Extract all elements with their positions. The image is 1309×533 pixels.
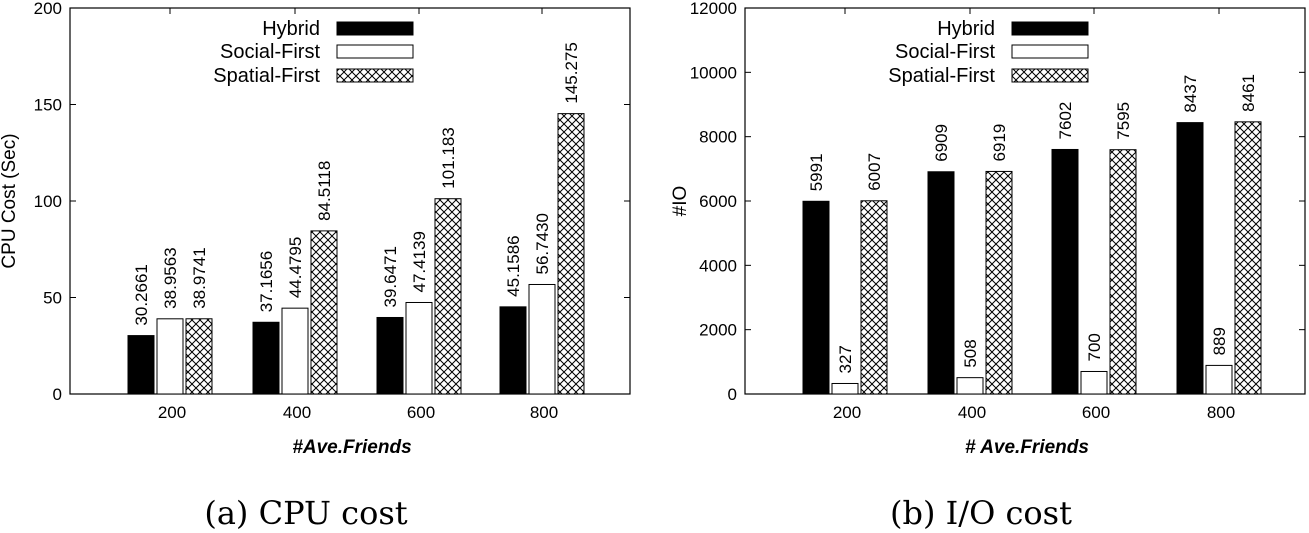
bar-value-label: 5991	[807, 153, 826, 191]
bar-hybrid-400	[927, 171, 955, 395]
legend-swatch-social-first	[336, 44, 414, 59]
y-tick-label: 6000	[699, 192, 737, 211]
bar-spatial-first-200	[860, 200, 888, 395]
bar-value-label: 7602	[1056, 102, 1075, 140]
legend-label: Social-First	[895, 41, 995, 63]
legend-label: Spatial-First	[213, 65, 320, 87]
bar-social-first-200	[831, 382, 859, 395]
bar-hybrid-800	[499, 306, 527, 395]
legend-swatch-social-first	[1011, 44, 1089, 59]
bar-hybrid-200	[802, 200, 830, 395]
bar-value-label: 37.1656	[257, 251, 276, 312]
bar-value-label: 101.183	[439, 127, 458, 188]
bar-spatial-first-400	[985, 170, 1013, 395]
bar-value-label: 30.2661	[132, 264, 151, 325]
bar-social-first-800	[528, 283, 556, 395]
bar-hybrid-800	[1176, 122, 1204, 395]
bar-social-first-600	[405, 301, 433, 395]
bar-social-first-600	[1080, 370, 1108, 395]
y-tick-label: 8000	[699, 128, 737, 147]
bar-value-label: 6007	[865, 153, 884, 191]
x-tick-label: 400	[283, 403, 311, 422]
y-axis-label: CPU Cost (Sec)	[0, 133, 20, 268]
legend-swatch-hybrid	[336, 21, 414, 36]
y-tick-label: 200	[34, 0, 62, 18]
y-tick-label: 12000	[690, 0, 737, 18]
bar-hybrid-600	[376, 316, 404, 395]
y-tick-label: 0	[728, 385, 737, 404]
x-tick-label: 600	[407, 403, 435, 422]
cpu-cost-chart: 0 50 100 150 200 200 400 600 800 30.2661 37.1656 39…	[0, 0, 631, 532]
bar-spatial-first-800	[557, 113, 585, 395]
bar-spatial-first-800	[1234, 121, 1262, 395]
x-axis-label: # Ave.Friends	[965, 437, 1089, 458]
bar-social-first-400	[956, 377, 984, 395]
bar-value-label: 145.275	[562, 42, 581, 103]
bar-spatial-first-200	[185, 318, 213, 395]
y-tick-label: 4000	[699, 256, 737, 275]
legend-swatch-hybrid	[1011, 21, 1089, 36]
bar-value-label: 889	[1210, 327, 1229, 355]
bar-social-first-400	[281, 307, 309, 395]
bar-value-label: 38.9563	[161, 247, 180, 308]
bar-value-label: 7595	[1114, 102, 1133, 140]
y-tick-label: 150	[34, 96, 62, 115]
x-tick-label: 200	[833, 403, 861, 422]
bar-value-label: 45.1586	[504, 235, 523, 296]
y-tick-label: 10000	[690, 63, 737, 82]
bar-value-label: 47.4139	[410, 231, 429, 292]
x-tick-label: 600	[1082, 403, 1110, 422]
bar-value-label: 44.4795	[286, 237, 305, 298]
bar-value-label: 8461	[1239, 74, 1258, 112]
legend-label: Spatial-First	[888, 65, 995, 87]
bar-social-first-200	[156, 318, 184, 395]
legend-swatch-spatial-first	[1011, 68, 1089, 83]
io-cost-chart: 0 2000 4000 6000 8000 10000 12000 200 400 600 800 5…	[670, 0, 1306, 532]
y-tick-label: 50	[43, 289, 62, 308]
bar-value-label: 6909	[932, 124, 951, 162]
x-tick-label: 800	[530, 403, 558, 422]
figure-caption: (b) I/O cost	[890, 494, 1072, 532]
bar-value-label: 508	[961, 339, 980, 367]
bar-spatial-first-600	[1109, 149, 1137, 395]
x-tick-label: 400	[958, 403, 986, 422]
y-tick-label: 100	[34, 192, 62, 211]
legend-label: Social-First	[220, 41, 320, 63]
x-axis-label: #Ave.Friends	[292, 437, 411, 458]
x-tick-label: 200	[158, 403, 186, 422]
bar-value-label: 6919	[990, 124, 1009, 162]
bar-hybrid-600	[1051, 148, 1079, 395]
bar-value-label: 84.5118	[315, 161, 334, 221]
y-axis-label: #IO	[670, 186, 691, 217]
bar-value-label: 38.9741	[190, 247, 209, 308]
bar-social-first-800	[1205, 364, 1233, 395]
bar-spatial-first-600	[434, 198, 462, 395]
bar-value-label: 39.6471	[381, 246, 400, 307]
x-tick-label: 800	[1207, 403, 1235, 422]
bar-hybrid-200	[127, 335, 155, 395]
legend-label: Hybrid	[262, 18, 320, 40]
bar-hybrid-400	[252, 321, 280, 395]
y-tick-label: 2000	[699, 321, 737, 340]
figure-caption: (a) CPU cost	[204, 494, 407, 532]
bar-value-label: 700	[1085, 333, 1104, 361]
y-tick-label: 0	[53, 385, 62, 404]
bar-value-label: 8437	[1181, 75, 1200, 113]
bar-value-label: 56.7430	[533, 213, 552, 274]
bar-spatial-first-400	[310, 230, 338, 395]
bar-value-label: 327	[836, 345, 855, 373]
legend-swatch-spatial-first	[336, 68, 414, 83]
legend-label: Hybrid	[937, 18, 995, 40]
